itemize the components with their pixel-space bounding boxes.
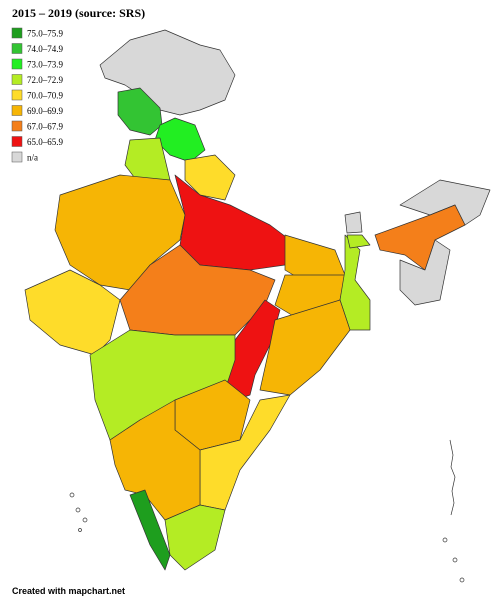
legend-swatch [11,105,23,116]
region [184,154,236,201]
legend-label: n/a [27,153,38,163]
credit: Created with mapchart.net [12,586,125,596]
region [117,87,163,136]
legend-swatch [11,151,23,163]
region [24,269,121,356]
region [399,239,451,306]
legend-label: 69.0–69.9 [27,106,64,116]
legend-swatch [11,74,23,85]
region [339,234,371,331]
legend-label: 65.0–65.9 [27,137,64,147]
india-map [24,29,491,583]
legend-swatch [11,27,23,39]
region [374,204,466,271]
legend-label: 67.0–67.9 [27,122,64,132]
legend-label: 73.0–73.9 [27,60,64,70]
legend-label: 72.0–72.9 [27,75,64,85]
legend-swatch [11,58,23,70]
region [99,29,236,116]
legend: 75.0–75.9 74.0–74.9 73.0–73.9 72.0–72.9 70.0… [11,27,64,163]
legend-swatch [11,136,23,147]
map-title: 2015 – 2019 (source: SRS) [12,6,145,20]
legend-swatch [11,43,23,54]
islands [69,439,465,583]
legend-label: 75.0–75.9 [27,29,64,39]
legend-swatch [11,89,23,101]
region [129,489,171,571]
legend-swatch [11,120,23,132]
region [174,174,291,271]
region [344,211,363,234]
legend-label: 74.0–74.9 [27,44,64,54]
region [259,299,351,396]
legend-label: 70.0–70.9 [27,91,64,101]
region [346,234,371,249]
